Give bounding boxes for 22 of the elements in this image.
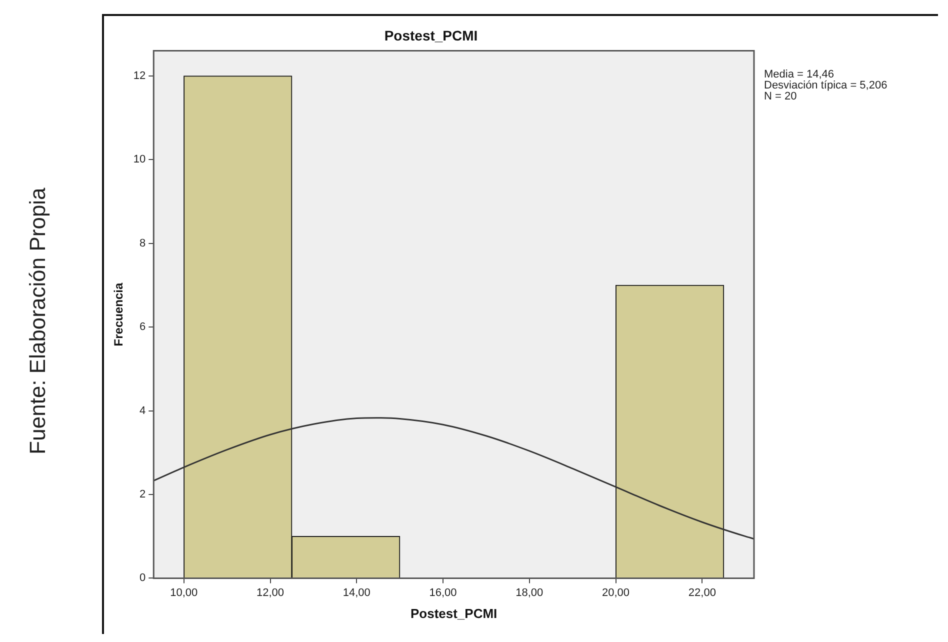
y-tick-label: 0	[140, 572, 146, 584]
x-tick-label: 20,00	[602, 586, 630, 599]
source-note: Fuente: Elaboración Propia	[25, 188, 51, 454]
x-tick-label: 22,00	[688, 586, 716, 599]
y-tick-label: 4	[140, 404, 146, 417]
x-tick-label: 18,00	[516, 586, 544, 599]
x-axis-title: Postest_PCMI	[410, 606, 498, 621]
text: Media = 14,46	[764, 68, 834, 80]
x-tick-label: 16,00	[429, 586, 457, 599]
chart-title: Postest_PCMI	[384, 27, 478, 44]
y-tick-label: 12	[133, 70, 146, 82]
text: Desviación típica = 5,206	[764, 79, 888, 92]
x-tick-label: 10,00	[170, 586, 198, 599]
x-tick-label: 12,00	[256, 586, 284, 599]
y-tick-label: 2	[140, 488, 146, 501]
y-tick-label: 8	[140, 237, 146, 250]
y-tick-label: 10	[133, 154, 146, 166]
line-series	[154, 417, 754, 540]
y-tick-label: 6	[140, 321, 146, 334]
x-tick-label: 14,00	[342, 586, 370, 599]
text: N = 20	[764, 90, 797, 102]
y-axis-title: Frecuencia	[112, 282, 126, 346]
